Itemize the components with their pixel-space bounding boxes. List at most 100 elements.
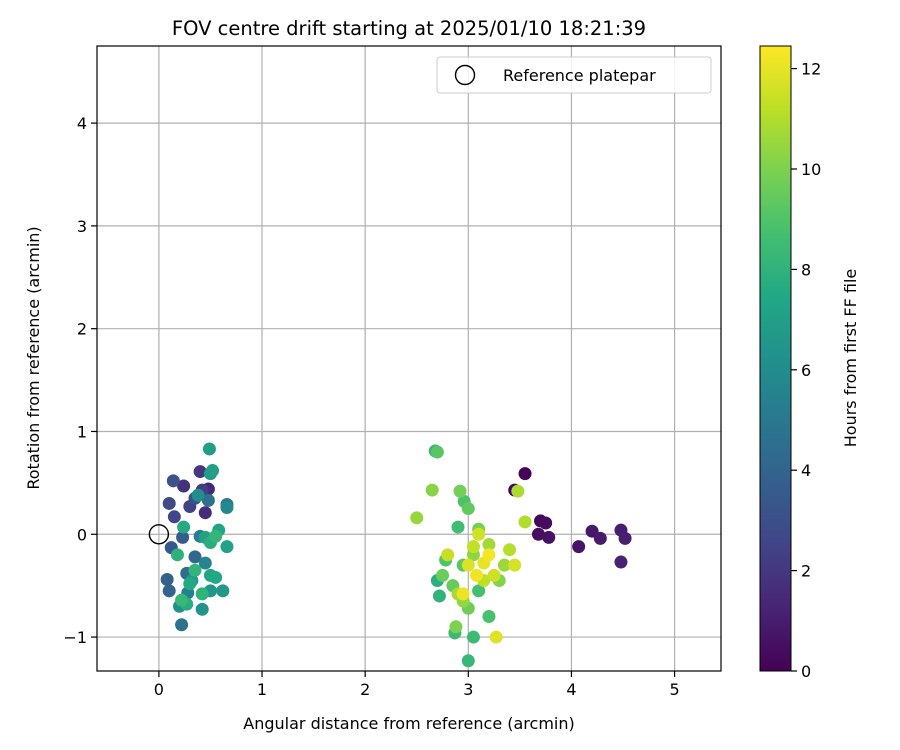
data-point	[425, 483, 439, 497]
y-tick-label: 2	[77, 320, 87, 339]
x-tick-label: 4	[566, 680, 576, 699]
data-point	[593, 531, 607, 545]
data-point	[183, 577, 197, 591]
colorbar-tick-label: 2	[801, 562, 811, 581]
data-point	[203, 568, 217, 582]
data-point	[410, 511, 424, 525]
reference-platepar-marker	[148, 524, 170, 545]
data-point	[449, 620, 463, 634]
data-point	[198, 506, 212, 520]
chart-title: FOV centre drift starting at 2025/01/10 …	[172, 17, 646, 40]
y-tick-label: 4	[77, 114, 87, 133]
data-point	[216, 584, 230, 598]
data-point	[472, 584, 486, 598]
data-point	[497, 558, 511, 572]
data-point	[489, 630, 503, 644]
data-point	[432, 589, 446, 603]
colorbar-ticks: 0 2 4 6 8 10 12	[791, 60, 821, 681]
data-point	[162, 496, 176, 510]
legend-entry-reference-platepar: Reference platepar	[503, 66, 656, 85]
y-axis-label: Rotation from reference (arcmin)	[24, 226, 43, 489]
colorbar-tick-label: 12	[801, 60, 821, 79]
data-point	[206, 464, 220, 478]
x-tick-label: 1	[257, 680, 267, 699]
data-point	[482, 538, 496, 552]
data-point	[466, 540, 480, 554]
data-point	[461, 654, 475, 668]
data-point	[176, 530, 190, 544]
data-point	[191, 488, 205, 502]
x-tick-label: 0	[154, 680, 164, 699]
data-point	[451, 520, 465, 534]
data-point	[518, 467, 532, 481]
y-tick-label: −1	[63, 628, 87, 647]
data-point	[618, 531, 632, 545]
data-point	[503, 543, 517, 557]
data-point	[175, 593, 189, 607]
data-point	[436, 568, 450, 582]
legend-box	[436, 56, 712, 94]
data-point	[572, 540, 586, 554]
colorbar-label: Hours from first FF file	[841, 269, 860, 448]
data-point	[209, 529, 223, 543]
data-point	[508, 558, 522, 572]
data-point	[542, 530, 556, 544]
data-point	[195, 587, 209, 601]
plot-frame	[96, 45, 722, 672]
data-point	[441, 548, 455, 562]
data-point	[461, 502, 475, 516]
data-point	[466, 630, 480, 644]
data-point	[160, 573, 174, 587]
data-point	[175, 618, 189, 632]
legend: Reference platepar	[436, 56, 712, 94]
colorbar-tick-label: 10	[801, 160, 821, 179]
data-point	[201, 493, 215, 507]
data-point	[614, 555, 628, 569]
colorbar-tick-label: 6	[801, 361, 811, 380]
colorbar-gradient	[759, 45, 792, 672]
data-point	[177, 520, 191, 534]
x-axis-label: Angular distance from reference (arcmin)	[243, 714, 574, 733]
colorbar: 0 2 4 6 8 10 12 Hours from first FF file	[759, 45, 860, 681]
data-point	[430, 445, 444, 459]
data-point	[220, 501, 234, 515]
data-point	[188, 563, 202, 577]
reference-marker-layer	[148, 524, 170, 545]
data-point	[220, 540, 234, 554]
axis-ticks: 0 1 2 3 4 5 −1 0 1 2 3 4	[63, 114, 679, 699]
y-tick-label: 1	[77, 422, 87, 441]
y-tick-label: 3	[77, 217, 87, 236]
data-point	[539, 516, 553, 530]
data-point	[166, 474, 180, 488]
data-point	[511, 484, 525, 498]
data-point	[202, 442, 216, 456]
data-point	[188, 550, 202, 564]
data-point	[487, 568, 501, 582]
data-point	[470, 568, 484, 582]
data-point	[177, 479, 191, 493]
x-tick-label: 3	[463, 680, 473, 699]
data-point	[170, 548, 184, 562]
x-tick-label: 5	[669, 680, 679, 699]
data-point	[198, 556, 212, 570]
colorbar-tick-label: 4	[801, 461, 811, 480]
x-tick-label: 2	[360, 680, 370, 699]
data-point	[518, 515, 532, 529]
legend-reference-marker	[454, 64, 476, 86]
colorbar-tick-label: 0	[801, 662, 811, 681]
data-point	[531, 527, 545, 541]
data-point	[453, 484, 467, 498]
data-point	[456, 587, 470, 601]
data-point	[472, 527, 486, 541]
data-point	[193, 465, 207, 479]
data-point	[162, 584, 176, 598]
data-point	[482, 610, 496, 624]
data-point	[167, 510, 181, 524]
y-tick-label: 0	[77, 525, 87, 544]
data-point	[195, 602, 209, 616]
colorbar-tick-label: 8	[801, 260, 811, 279]
data-point	[461, 558, 475, 572]
data-points	[160, 442, 632, 668]
data-point	[482, 548, 496, 562]
